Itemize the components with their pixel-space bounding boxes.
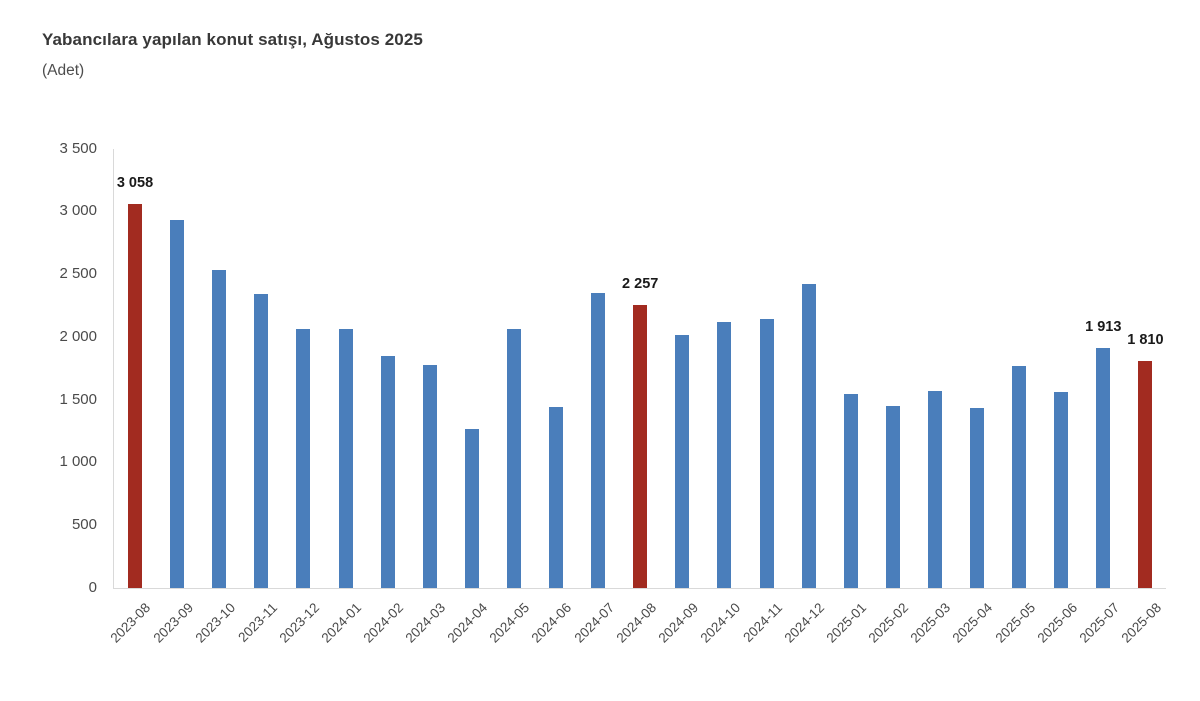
bar-2024-12 (801, 284, 816, 588)
x-tick-label-2025-06: 2025-06 (1034, 600, 1080, 646)
bar-2023-11 (254, 294, 269, 588)
bar-2025-05 (1012, 366, 1027, 588)
y-tick-label: 2 500 (59, 265, 97, 283)
value-label-2024-08: 2 257 (622, 275, 659, 292)
bar-2025-08 (1138, 360, 1153, 588)
bar-2024-05 (506, 329, 521, 588)
x-tick-label-2023-09: 2023-09 (150, 600, 196, 646)
x-tick-label-2024-11: 2024-11 (740, 600, 786, 645)
y-tick-label: 0 (88, 579, 97, 596)
x-tick-label-2023-11: 2023-11 (234, 600, 280, 645)
y-tick-label: 2 000 (59, 327, 97, 345)
x-tick-label-2025-01: 2025-01 (823, 600, 870, 646)
bar-2024-06 (549, 407, 563, 588)
bar-2025-02 (885, 405, 900, 588)
bar-2024-04 (464, 428, 479, 588)
x-tick-label-2023-10: 2023-10 (192, 600, 238, 646)
x-tick-label-2024-09: 2024-09 (655, 600, 701, 646)
y-axis-line (113, 148, 114, 588)
value-label-2023-08: 3 058 (116, 175, 154, 191)
value-label-2025-08: 1 810 (1127, 331, 1164, 348)
bar-2024-02 (380, 356, 395, 588)
x-tick-label-2023-12: 2023-12 (276, 600, 323, 646)
bar-2025-01 (843, 393, 858, 588)
x-axis-line (113, 588, 1166, 589)
x-tick-label-2024-02: 2024-02 (360, 600, 407, 646)
x-tick-label-2025-07: 2025-07 (1076, 600, 1122, 646)
x-tick-label-2024-01: 2024-01 (318, 600, 365, 646)
bar-2023-12 (296, 329, 311, 588)
bar-2023-10 (212, 269, 227, 588)
y-tick-label: 3 000 (59, 202, 97, 220)
x-tick-label-2024-05: 2024-05 (486, 600, 533, 646)
bar-2025-04 (970, 407, 984, 588)
x-tick-label-2024-06: 2024-06 (528, 600, 575, 646)
y-tick-label: 1 500 (59, 390, 97, 408)
x-tick-label-2025-08: 2025-08 (1118, 600, 1165, 646)
x-tick-label-2025-03: 2025-03 (907, 600, 954, 646)
y-tick-label: 1 000 (59, 453, 97, 471)
x-tick-label-2023-08: 2023-08 (107, 600, 154, 646)
x-tick-label-2024-10: 2024-10 (697, 600, 744, 646)
x-tick-label-2025-04: 2025-04 (949, 600, 996, 646)
bar-2024-11 (759, 318, 774, 588)
bar-2025-03 (927, 390, 942, 588)
bar-2025-07 (1096, 347, 1111, 588)
x-tick-label-2024-04: 2024-04 (444, 600, 491, 646)
x-tick-label-2024-12: 2024-12 (781, 600, 828, 646)
bar-2023-09 (170, 220, 185, 588)
bar-2025-06 (1054, 392, 1069, 588)
y-tick-label: 3 500 (59, 139, 97, 157)
bar-2023-08 (128, 204, 142, 588)
bar-2024-03 (422, 365, 437, 588)
x-tick-label-2025-02: 2025-02 (865, 600, 912, 646)
bar-2024-09 (675, 334, 690, 588)
bar-2024-01 (338, 329, 353, 588)
y-tick-label: 500 (71, 516, 97, 534)
x-tick-label-2024-03: 2024-03 (402, 600, 449, 646)
chart-unit-label: (Adet) (42, 62, 85, 79)
bar-2024-08 (633, 304, 648, 588)
x-tick-label-2025-05: 2025-05 (992, 600, 1038, 646)
x-tick-label-2024-07: 2024-07 (571, 600, 617, 646)
chart-title: Yabancılara yapılan konut satışı, Ağusto… (42, 30, 423, 49)
value-label-2025-07: 1 913 (1085, 318, 1122, 335)
bar-2024-10 (717, 321, 732, 588)
x-tick-label-2024-08: 2024-08 (613, 600, 659, 646)
bar-2024-07 (591, 292, 606, 588)
